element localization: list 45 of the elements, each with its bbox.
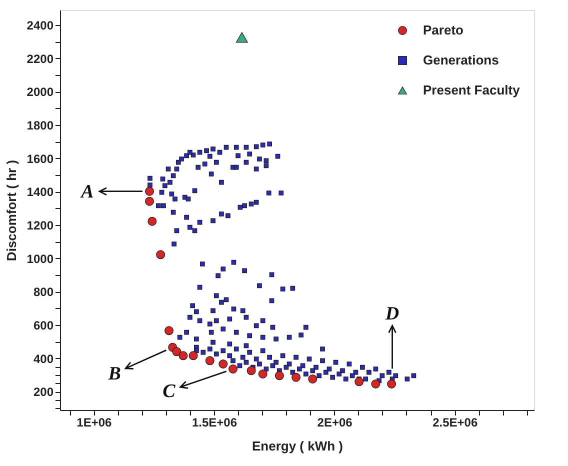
point	[228, 364, 238, 374]
y-tick-label: 2200	[26, 52, 54, 66]
x-tick-label: 2.5E+06	[432, 416, 478, 430]
point	[188, 351, 198, 360]
y-tick-label: 1400	[26, 185, 54, 200]
point	[274, 371, 284, 380]
point	[164, 326, 174, 336]
point	[387, 380, 396, 388]
y-tick-label: 800	[33, 285, 54, 300]
y-tick-label: 2400	[26, 18, 54, 32]
point	[354, 377, 364, 386]
point	[145, 186, 154, 196]
legend-label: Pareto	[423, 22, 464, 38]
x-tick-label: 2E+06	[317, 416, 353, 430]
annotation: D	[384, 304, 400, 325]
point	[205, 356, 214, 366]
point	[148, 216, 157, 226]
point	[371, 380, 380, 388]
y-tick-label: 1200	[26, 218, 54, 232]
point	[178, 351, 188, 360]
annotation: C	[162, 381, 176, 402]
point	[145, 196, 154, 206]
y-tick-label: 2000	[26, 85, 54, 100]
annotation: A	[80, 181, 94, 202]
point	[308, 374, 318, 384]
y-tick-label: 1600	[26, 152, 54, 166]
y-tick-label: 400	[33, 352, 54, 366]
y-tick-label: 1000	[26, 252, 54, 266]
x-tick-label: 1E+06	[76, 416, 112, 430]
point	[156, 250, 166, 260]
y-axis-title: Discomfort ( hr )	[4, 160, 19, 262]
point	[258, 370, 268, 378]
y-tick-label: 600	[33, 318, 54, 332]
annotation: B	[107, 363, 121, 384]
point	[292, 372, 301, 382]
y-tick-label: 1800	[26, 118, 54, 132]
legend-label: Present Faculty	[423, 82, 521, 98]
point	[218, 360, 228, 368]
y-tick-label: 200	[33, 385, 54, 400]
point	[172, 347, 182, 356]
point	[246, 366, 256, 376]
point	[236, 32, 248, 43]
legend-label: Generations	[423, 52, 499, 68]
x-axis-title: Energy ( kWh )	[252, 438, 344, 454]
x-tick-label: 1.5E+06	[192, 416, 238, 430]
